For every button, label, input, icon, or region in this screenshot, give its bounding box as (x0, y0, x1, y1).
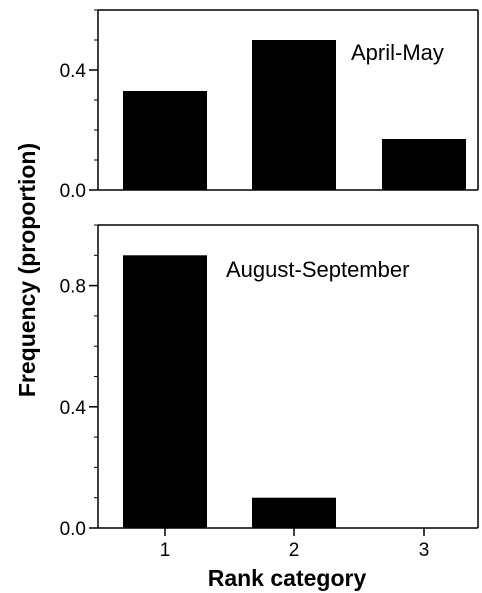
x-axis-title: Rank category (208, 565, 367, 591)
panel1-bars (123, 40, 466, 190)
bar (382, 139, 466, 190)
panel1-label: April-May (351, 40, 444, 65)
x-tick-label: 3 (419, 540, 430, 561)
panel2-bars (123, 255, 336, 529)
y-tick-label: 0.0 (60, 519, 86, 540)
bar (123, 91, 207, 190)
x-tick-label: 1 (160, 540, 171, 561)
panel-april-may: 0.0 0.4 April-May (60, 9, 479, 202)
y-tick-label: 0.4 (60, 398, 87, 419)
y-axis-title: Frequency (proportion) (14, 143, 40, 397)
x-axis-ticks: 1 2 3 (160, 528, 430, 561)
y-tick-label: 0.0 (60, 181, 86, 202)
bar (252, 40, 336, 190)
y-tick-label: 0.8 (60, 277, 86, 298)
panel1-y-ticks: 0.0 0.4 (60, 9, 98, 202)
panel2-label: August-September (226, 257, 409, 282)
panel2-y-ticks: 0.0 0.4 0.8 (60, 224, 98, 540)
y-tick-label: 0.4 (60, 61, 87, 82)
panel-august-september: 0.0 0.4 0.8 1 2 3 August-September (60, 224, 479, 561)
bar (123, 255, 207, 529)
bar (252, 497, 336, 528)
x-tick-label: 2 (289, 540, 300, 561)
